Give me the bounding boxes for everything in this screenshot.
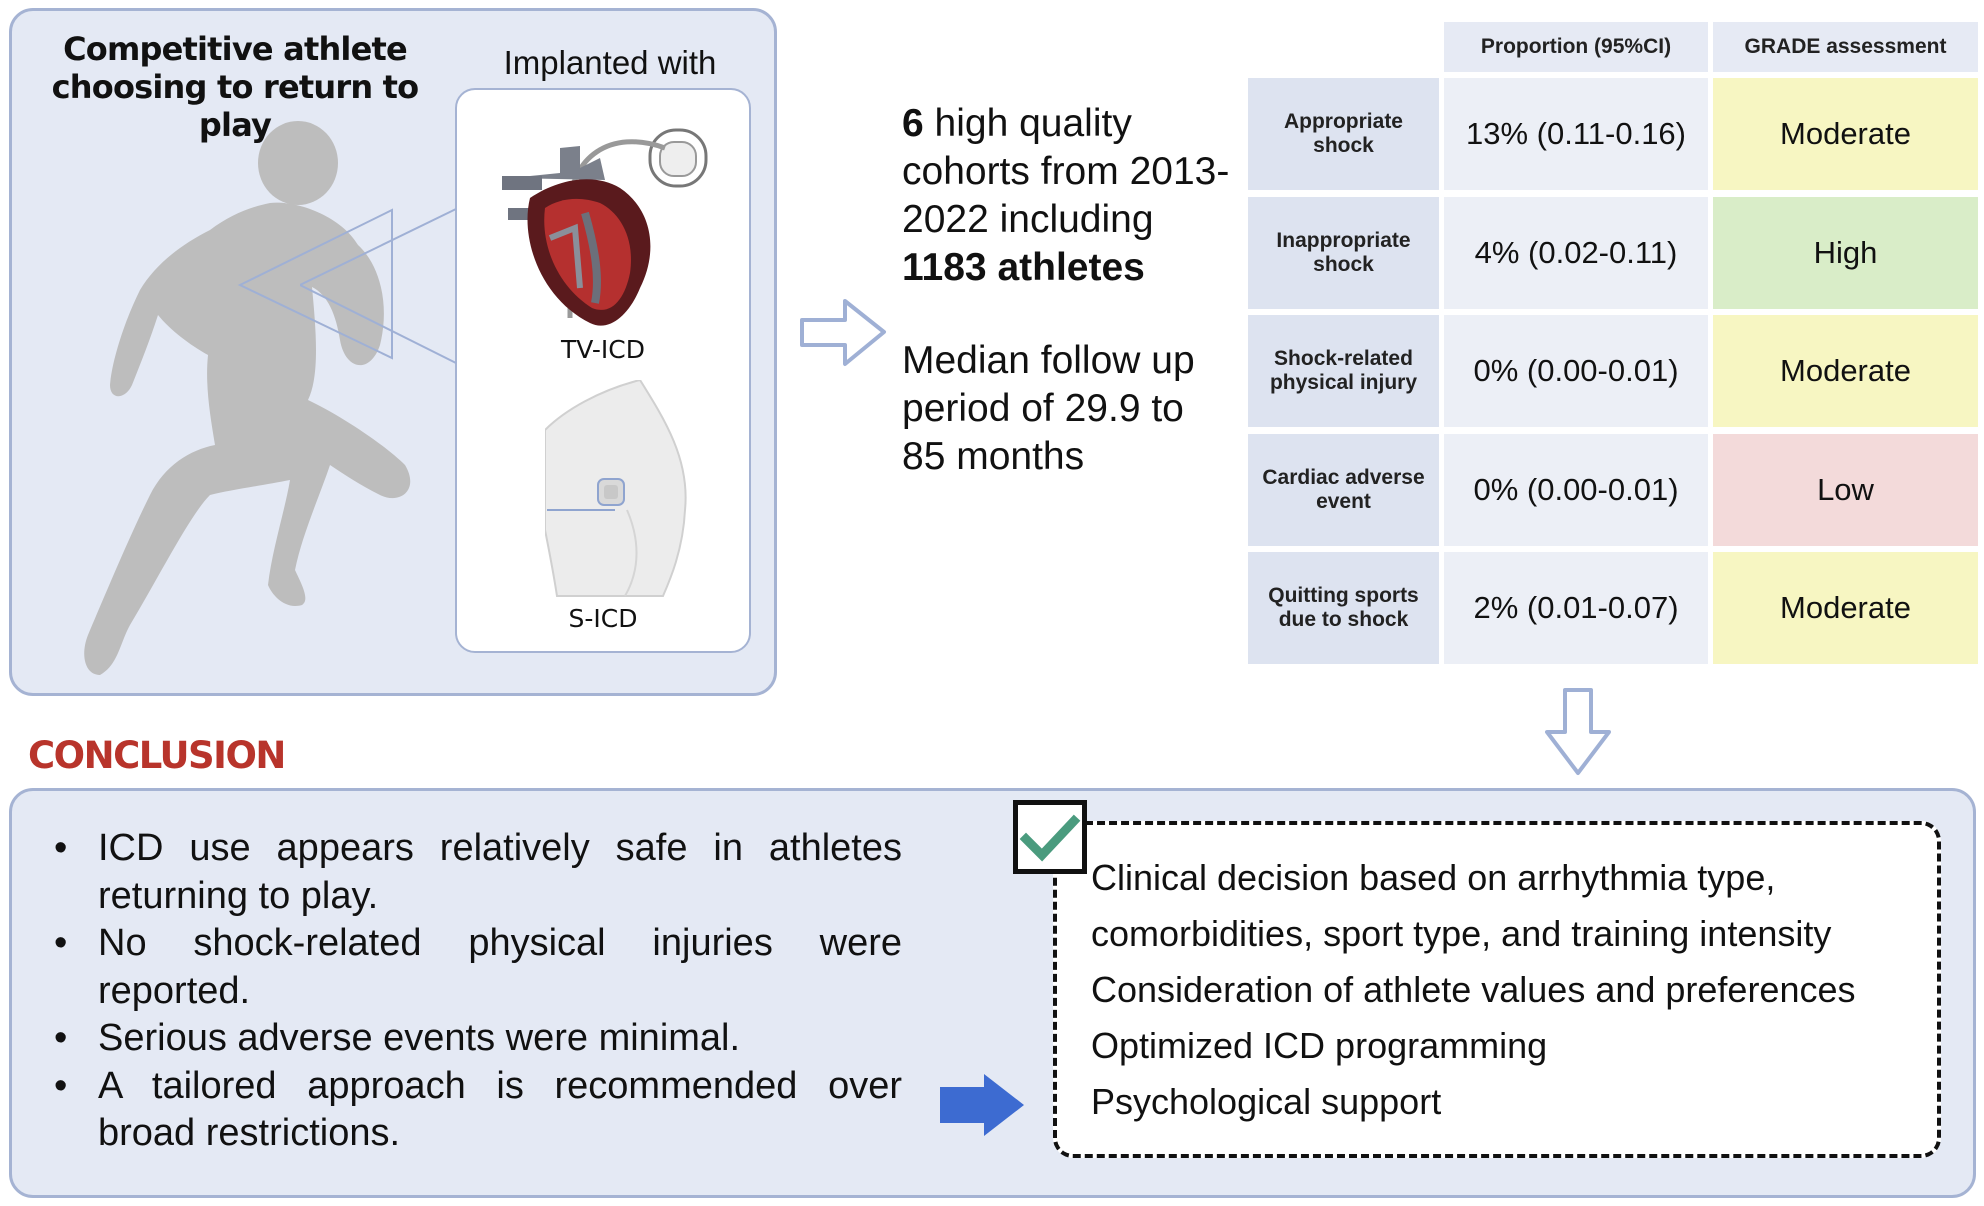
row-label-line: Quitting sports: [1268, 584, 1419, 607]
row-grade: Moderate: [1713, 78, 1978, 190]
row-label-line: due to shock: [1278, 608, 1409, 631]
conclusion-bullet: A tailored approach is recommended over …: [52, 1063, 902, 1158]
cohort-summary: 6 high quality cohorts from 2013-2022 in…: [902, 102, 1230, 289]
header-proportion: Proportion (95%CI): [1444, 22, 1708, 72]
heart-with-icd-icon: [502, 128, 708, 326]
recommendation-list: Clinical decision based on arrhythmia ty…: [1091, 850, 1941, 1130]
implanted-label: Implanted with: [503, 44, 717, 81]
stats-text: 6 high quality cohorts from 2013-2022 in…: [902, 100, 1232, 481]
solid-arrow-right-icon: [940, 1074, 1024, 1136]
row-proportion: 2% (0.01-0.07): [1444, 552, 1708, 664]
conclusion-bullet: ICD use appears relatively safe in athle…: [52, 825, 902, 920]
row-label-line: Inappropriate: [1276, 228, 1411, 252]
row-proportion: 4% (0.02-0.11): [1444, 196, 1708, 309]
row-label: Cardiac adverse event: [1248, 433, 1439, 546]
row-label-line: Shock-related: [1274, 347, 1413, 370]
row-label: Inappropriate shock: [1248, 196, 1439, 309]
row-label: Quitting sports due to shock: [1248, 552, 1439, 664]
conclusion-list: ICD use appears relatively safe in athle…: [52, 825, 902, 1158]
conclusion-bullet: No shock-related physical injuries were …: [52, 920, 902, 1015]
recommendation-line: Clinical decision based on arrhythmia ty…: [1091, 857, 1776, 898]
row-proportion: 13% (0.11-0.16): [1444, 78, 1708, 190]
outline-arrow-right-icon: [800, 299, 886, 366]
row-label-line: Appropriate: [1283, 110, 1403, 133]
recommendation-line: Psychological support: [1091, 1081, 1442, 1122]
row-proportion: 0% (0.00-0.01): [1444, 433, 1708, 546]
row-grade: Moderate: [1713, 552, 1978, 664]
conclusion-bullet: Serious adverse events were minimal.: [52, 1015, 902, 1063]
row-label-line: event: [1316, 489, 1371, 513]
recommendation-line: comorbidities, sport type, and training …: [1091, 913, 1832, 954]
row-label-line: Cardiac adverse: [1262, 465, 1425, 489]
row-grade: Low: [1713, 433, 1978, 546]
followup-text: Median follow up period of 29.9 to 85 mo…: [902, 339, 1195, 478]
conclusion-heading: CONCLUSION: [28, 734, 286, 777]
header-grade: GRADE assessment: [1713, 22, 1978, 72]
torso-with-sicd-icon: [545, 380, 687, 597]
row-grade: High: [1713, 196, 1978, 309]
row-label-line: shock: [1313, 252, 1374, 276]
recommendation-line: Consideration of athlete values and pref…: [1091, 969, 1856, 1010]
recommendation-line: Optimized ICD programming: [1091, 1025, 1548, 1066]
tv-icd-label: TV-ICD: [560, 335, 645, 364]
row-proportion: 0% (0.00-0.01): [1444, 315, 1708, 427]
connector-lines: [300, 208, 457, 364]
check-icon: [1013, 800, 1087, 874]
row-label-line: shock: [1313, 134, 1374, 157]
athlete-title: Competitive athlete choosing to return t…: [51, 30, 420, 144]
recommendation-box: [1053, 821, 1941, 1158]
row-label: Appropriate shock: [1248, 78, 1439, 190]
row-grade: Moderate: [1713, 315, 1978, 427]
s-icd-label: S-ICD: [568, 604, 638, 633]
row-label: Shock-related physical injury: [1248, 315, 1439, 427]
running-athlete-icon: [84, 121, 411, 676]
row-label-line: physical injury: [1269, 371, 1418, 394]
outline-arrow-down-icon: [1545, 688, 1611, 775]
